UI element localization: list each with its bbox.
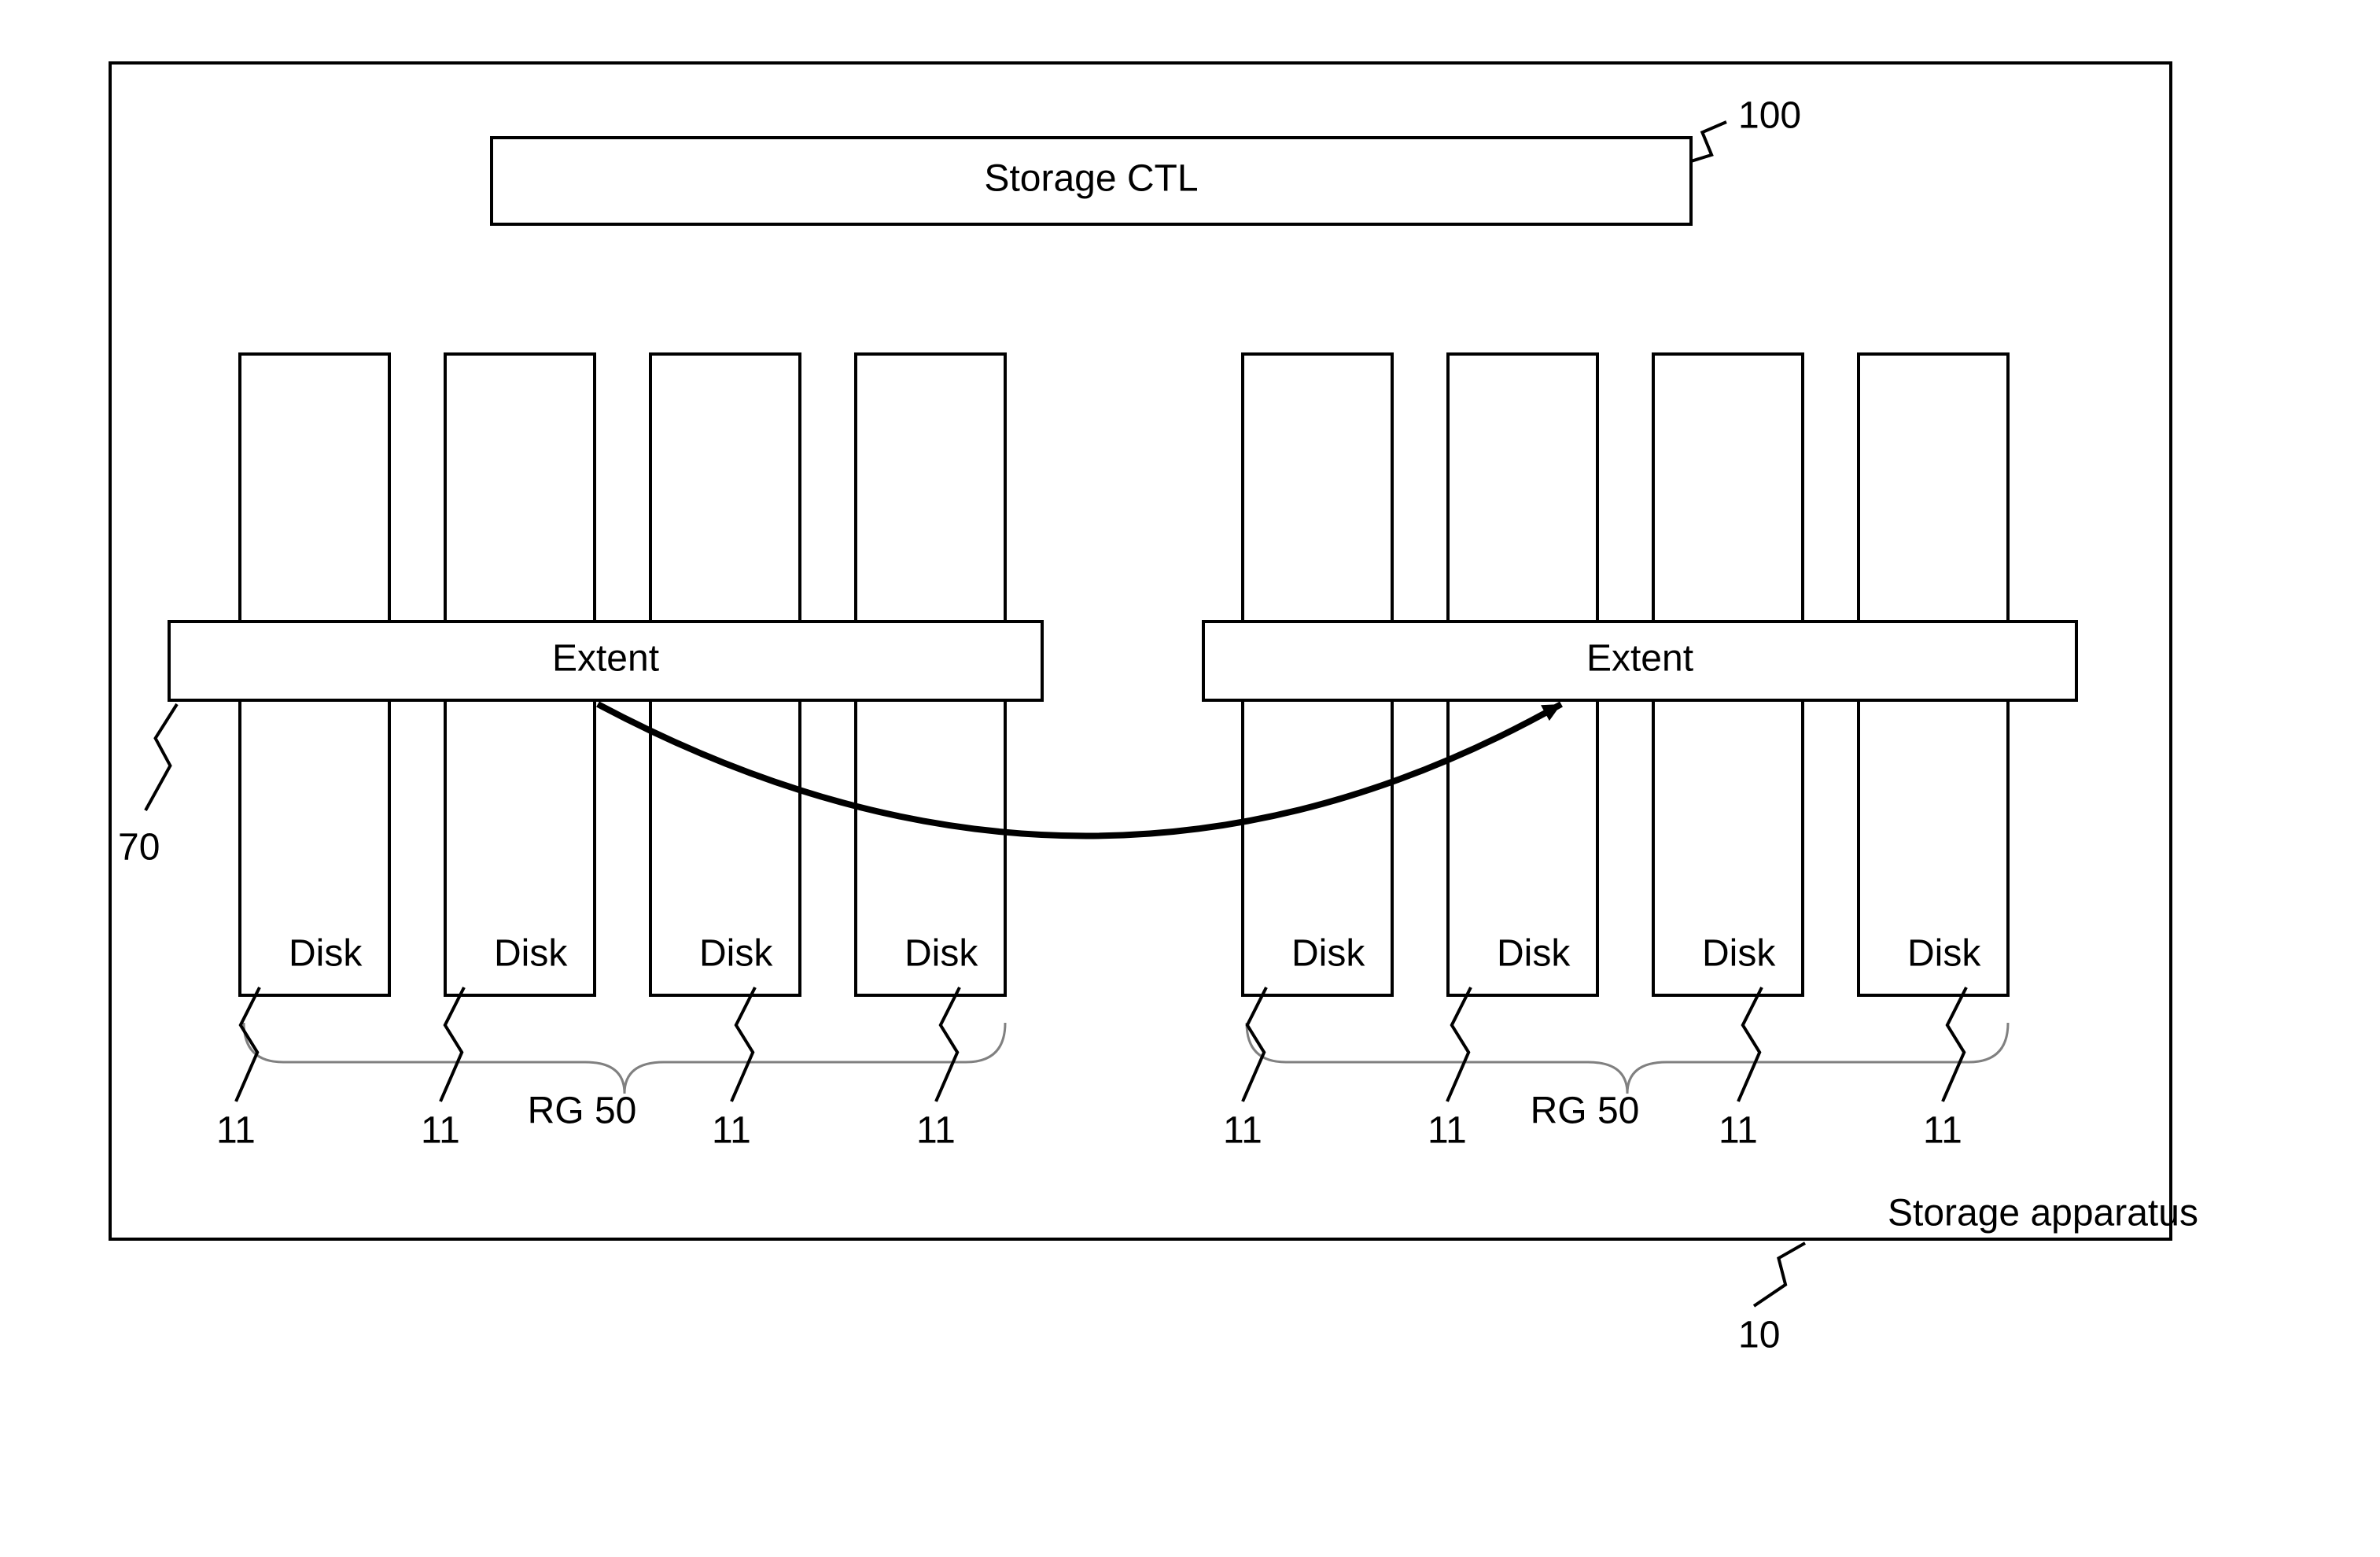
extent-ref-label: 70 [118, 827, 160, 869]
disk-label: Disk [1291, 933, 1365, 975]
extent-label: Extent [1586, 638, 1693, 680]
raid-group-label: RG 50 [528, 1090, 637, 1132]
storage-apparatus-ref-label: 10 [1738, 1315, 1780, 1356]
extent-label: Extent [552, 638, 659, 680]
disk-ref-label: 11 [216, 1110, 256, 1152]
disk-ref-label: 11 [1428, 1110, 1467, 1152]
disk-ref-label: 11 [1719, 1110, 1758, 1152]
disk-label: Disk [1702, 933, 1776, 975]
storage-ctl-ref-label: 100 [1738, 95, 1801, 137]
disk-ref-label: 11 [421, 1110, 460, 1152]
disk-ref-label: 11 [1223, 1110, 1262, 1152]
disk-label: Disk [494, 933, 568, 975]
disk-ref-label: 11 [1923, 1110, 1962, 1152]
disk-label: Disk [904, 933, 978, 975]
storage-apparatus-label: Storage apparatus [1888, 1193, 2198, 1234]
disk-label: Disk [289, 933, 363, 975]
disk-ref-label: 11 [712, 1110, 751, 1152]
raid-group-label: RG 50 [1531, 1090, 1640, 1132]
storage-ctl-label: Storage CTL [984, 158, 1198, 200]
disk-label: Disk [1497, 933, 1571, 975]
disk-label: Disk [1907, 933, 1981, 975]
disk-label: Disk [699, 933, 773, 975]
storage-apparatus-ref-line [1754, 1243, 1805, 1306]
disk-ref-label: 11 [916, 1110, 956, 1152]
